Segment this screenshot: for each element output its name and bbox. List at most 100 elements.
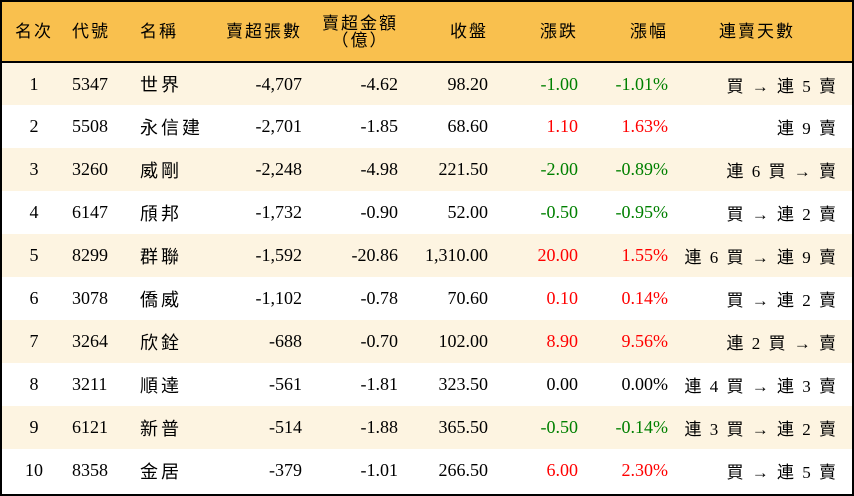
cell-code: 6147 <box>72 202 108 222</box>
table-row: 7 3264 欣銓 -688 -0.70 102.00 8.90 9.56% 連… <box>2 320 852 363</box>
cell-rank: 10 <box>25 460 43 480</box>
cell-change-pct: 0.14% <box>621 288 669 308</box>
cell-net-sell-amount: -0.78 <box>360 288 399 308</box>
cell-streak: 買 → 連 5 賣 <box>726 76 838 96</box>
cell-name: 永信建 <box>140 117 203 138</box>
cell-change: 1.10 <box>546 116 579 136</box>
cell-streak: 連 6 買 → 連 9 賣 <box>684 248 838 267</box>
cell-net-sell-lots: -561 <box>269 374 302 394</box>
cell-change-pct: -0.14% <box>615 417 669 437</box>
cell-net-sell-lots: -2,701 <box>255 116 303 136</box>
cell-name: 群聯 <box>140 246 182 267</box>
cell-change-pct: 9.56% <box>621 331 669 351</box>
cell-code: 8358 <box>72 460 108 480</box>
header-streak: 連賣天數 <box>676 2 852 63</box>
cell-close: 70.60 <box>447 288 489 308</box>
table-row: 2 5508 永信建 -2,701 -1.85 68.60 1.10 1.63%… <box>2 105 852 148</box>
table-row: 5 8299 群聯 -1,592 -20.86 1,310.00 20.00 1… <box>2 234 852 277</box>
cell-code: 5508 <box>72 116 108 136</box>
cell-streak: 連 6 買 → 賣 <box>726 162 838 181</box>
cell-net-sell-amount: -0.70 <box>360 331 399 351</box>
table-row: 6 3078 僑威 -1,102 -0.78 70.60 0.10 0.14% … <box>2 277 852 320</box>
cell-change: -1.00 <box>540 73 579 94</box>
cell-name: 世界 <box>140 75 182 95</box>
table-row: 4 6147 頎邦 -1,732 -0.90 52.00 -0.50 -0.95… <box>2 191 852 234</box>
cell-streak: 買 → 連 5 賣 <box>726 463 838 482</box>
cell-change: -0.50 <box>540 417 579 437</box>
cell-code: 3264 <box>72 331 108 351</box>
cell-change: 20.00 <box>537 245 579 265</box>
cell-net-sell-lots: -379 <box>269 460 302 480</box>
cell-change: 0.10 <box>546 288 579 308</box>
cell-net-sell-amount: -1.81 <box>360 374 399 394</box>
cell-close: 98.20 <box>447 73 489 94</box>
cell-net-sell-lots: -514 <box>269 417 302 437</box>
cell-name: 威剛 <box>140 160 182 181</box>
cell-rank: 7 <box>29 331 39 351</box>
cell-code: 3260 <box>72 159 108 179</box>
header-name: 名稱 <box>132 2 212 63</box>
cell-net-sell-amount: -1.85 <box>360 116 399 136</box>
header-change: 漲跌 <box>496 2 586 63</box>
cell-streak: 買 → 連 2 賣 <box>726 291 838 310</box>
table-header-row: 名次 代號 名稱 賣超張數 賣超金額 （億） 收盤 漲跌 漲幅 連賣天數 <box>2 2 852 63</box>
header-code: 代號 <box>66 2 132 63</box>
cell-change: -2.00 <box>540 159 579 179</box>
cell-change-pct: -0.95% <box>615 202 669 222</box>
cell-rank: 9 <box>29 417 39 437</box>
header-net-sell-lots: 賣超張數 <box>212 2 310 63</box>
cell-net-sell-lots: -1,732 <box>255 202 303 222</box>
cell-net-sell-amount: -4.98 <box>360 159 399 179</box>
cell-change-pct: 1.55% <box>621 245 669 265</box>
cell-rank: 1 <box>29 73 39 94</box>
cell-code: 6121 <box>72 417 108 437</box>
cell-name: 順達 <box>140 375 182 396</box>
cell-code: 8299 <box>72 245 108 265</box>
cell-streak: 連 3 買 → 連 2 賣 <box>684 420 838 439</box>
cell-net-sell-lots: -1,592 <box>255 245 303 265</box>
cell-change-pct: 0.00% <box>621 374 669 394</box>
cell-name: 新普 <box>140 418 182 439</box>
table-row: 10 8358 金居 -379 -1.01 266.50 6.00 2.30% … <box>2 449 852 492</box>
cell-change-pct: 1.63% <box>621 116 669 136</box>
header-net-sell-amount: 賣超金額 （億） <box>310 2 406 63</box>
table-row: 8 3211 順達 -561 -1.81 323.50 0.00 0.00% 連… <box>2 363 852 406</box>
cell-close: 365.50 <box>438 417 489 437</box>
cell-net-sell-lots: -2,248 <box>255 159 303 179</box>
cell-rank: 5 <box>29 245 39 265</box>
cell-close: 323.50 <box>438 374 489 394</box>
cell-change: 6.00 <box>546 460 579 480</box>
cell-net-sell-amount: -1.88 <box>360 417 399 437</box>
table-row: 9 6121 新普 -514 -1.88 365.50 -0.50 -0.14%… <box>2 406 852 449</box>
cell-change-pct: -1.01% <box>615 73 669 94</box>
cell-close: 221.50 <box>438 159 489 179</box>
cell-close: 102.00 <box>438 331 489 351</box>
cell-change: 0.00 <box>546 374 579 394</box>
cell-net-sell-lots: -688 <box>269 331 302 351</box>
header-net-sell-amount-line2: （億） <box>331 30 389 50</box>
cell-name: 金居 <box>140 461 182 482</box>
cell-net-sell-lots: -4,707 <box>255 73 303 94</box>
cell-rank: 4 <box>29 202 39 222</box>
cell-change-pct: 2.30% <box>621 460 669 480</box>
cell-change-pct: -0.89% <box>615 159 669 179</box>
cell-streak: 連 9 賣 <box>777 119 838 138</box>
cell-close: 1,310.00 <box>425 245 488 265</box>
cell-streak: 連 2 買 → 賣 <box>726 334 838 353</box>
cell-streak: 買 → 連 2 賣 <box>726 205 838 224</box>
table-row: 1 5347 世界 -4,707 -4.62 98.20 -1.00 -1.01… <box>2 62 852 105</box>
cell-code: 5347 <box>72 73 108 94</box>
cell-change: 8.90 <box>546 331 579 351</box>
cell-net-sell-amount: -0.90 <box>360 202 399 222</box>
cell-net-sell-amount: -20.86 <box>351 245 399 265</box>
cell-code: 3078 <box>72 288 108 308</box>
cell-code: 3211 <box>72 374 108 394</box>
header-close: 收盤 <box>406 2 496 63</box>
cell-change: -0.50 <box>540 202 579 222</box>
cell-net-sell-amount: -4.62 <box>360 73 399 94</box>
cell-close: 52.00 <box>447 202 489 222</box>
cell-net-sell-amount: -1.01 <box>360 460 399 480</box>
cell-rank: 3 <box>29 159 39 179</box>
